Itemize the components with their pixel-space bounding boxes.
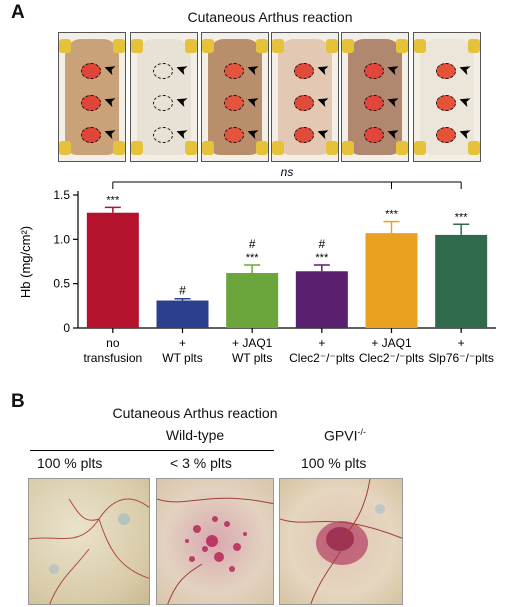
tape-mark xyxy=(59,39,71,53)
bar-2 xyxy=(226,273,279,328)
vessel-lines xyxy=(29,498,149,604)
group-label-gpvi: GPVI-/- xyxy=(324,427,366,444)
injection-spot xyxy=(294,127,314,143)
x-label-line1: + JAQ1 xyxy=(371,336,412,350)
skin-label-3: 100 % plts xyxy=(301,455,367,471)
mouse-photo-no-transfusion: ➤ ➤ ➤ xyxy=(58,32,126,162)
tape-mark xyxy=(113,39,125,53)
tape-mark xyxy=(131,141,143,155)
tape-mark xyxy=(326,141,338,155)
x-label-line1: + xyxy=(318,336,325,350)
skin-image-wt-100 xyxy=(28,478,150,605)
x-label-line1: + xyxy=(458,336,465,350)
x-label-line1: + xyxy=(179,336,186,350)
tape-mark xyxy=(342,141,354,155)
ns-label: ns xyxy=(281,165,294,179)
panel-a-title: Cutaneous Arthus reaction xyxy=(187,9,353,25)
mouse-photo-jaq1-wt: ➤ ➤ ➤ xyxy=(201,32,269,162)
panel-b-title: Cutaneous Arthus reaction xyxy=(112,405,278,421)
hash-marker: # xyxy=(318,237,325,251)
hemorrhage-spots xyxy=(157,497,273,604)
injection-spot xyxy=(224,63,244,79)
tape-mark xyxy=(202,141,214,155)
tape-mark xyxy=(256,39,268,53)
mouse-photo-clec2-plts: ➤ ➤ ➤ xyxy=(271,32,339,162)
bar-0 xyxy=(86,212,139,328)
bar-5 xyxy=(435,234,488,328)
significance-stars: *** xyxy=(246,252,260,264)
group-divider-line xyxy=(30,450,274,451)
tape-mark xyxy=(342,39,354,53)
y-tick-label: 0 xyxy=(63,321,70,335)
injection-spot xyxy=(294,95,314,111)
tape-mark xyxy=(272,141,284,155)
x-label-line2: transfusion xyxy=(83,351,142,365)
injection-spot xyxy=(436,95,456,111)
y-tick-label: 1.0 xyxy=(53,232,70,246)
injection-spot xyxy=(224,95,244,111)
tape-mark xyxy=(326,39,338,53)
tape-mark xyxy=(185,141,197,155)
tape-mark xyxy=(185,39,197,53)
bar-4 xyxy=(365,233,418,328)
tape-mark xyxy=(272,39,284,53)
y-axis-label: Hb (mg/cm²) xyxy=(18,226,33,298)
injection-spot xyxy=(153,127,173,143)
tape-mark xyxy=(131,39,143,53)
y-tick-label: 0.5 xyxy=(53,277,70,291)
tape-mark xyxy=(414,39,426,53)
x-label-line2: Clec2⁻/⁻plts xyxy=(359,351,424,365)
tape-mark xyxy=(468,141,480,155)
injection-spot xyxy=(224,127,244,143)
mouse-photo-wt-plts: ➤ ➤ ➤ xyxy=(130,32,198,162)
y-tick-label: 1.5 xyxy=(53,188,70,202)
x-label-line2: Slp76⁻/⁻plts xyxy=(428,351,493,365)
x-label-line1: + JAQ1 xyxy=(232,336,273,350)
tape-mark xyxy=(113,141,125,155)
injection-spot xyxy=(81,127,101,143)
significance-stars: *** xyxy=(455,211,469,223)
tape-mark xyxy=(468,39,480,53)
tape-mark xyxy=(256,141,268,155)
tape-mark xyxy=(202,39,214,53)
x-label-line2: WT plts xyxy=(232,351,272,365)
injection-spot xyxy=(436,63,456,79)
tape-mark xyxy=(396,39,408,53)
tape-mark xyxy=(59,141,71,155)
hash-marker: # xyxy=(179,284,186,298)
tape-mark xyxy=(396,141,408,155)
bar-1 xyxy=(156,300,209,328)
injection-spot xyxy=(364,63,384,79)
panel-b-letter: B xyxy=(11,391,25,412)
tape-mark xyxy=(414,141,426,155)
mouse-photo-slp76-plts: ➤ ➤ ➤ xyxy=(413,32,481,162)
hash-marker: # xyxy=(249,237,256,251)
significance-stars: *** xyxy=(106,194,120,206)
group-label-wild-type: Wild-type xyxy=(165,427,225,443)
injection-spot xyxy=(364,95,384,111)
hemorrhage-patch xyxy=(280,479,402,604)
x-label-line1: no xyxy=(106,336,120,350)
bar-3 xyxy=(295,271,348,328)
injection-spot xyxy=(436,127,456,143)
skin-label-2: < 3 % plts xyxy=(170,455,232,471)
panel-a-letter: A xyxy=(11,2,25,23)
significance-stars: *** xyxy=(385,209,399,221)
injection-spot xyxy=(81,63,101,79)
injection-spot xyxy=(153,95,173,111)
significance-stars: *** xyxy=(315,252,329,264)
skin-image-wt-3 xyxy=(156,478,274,605)
x-label-line2: WT plts xyxy=(162,351,202,365)
injection-spot xyxy=(364,127,384,143)
x-label-line2: Clec2⁻/⁻plts xyxy=(289,351,354,365)
injection-spot xyxy=(153,63,173,79)
injection-spot xyxy=(294,63,314,79)
skin-image-gpvi-100 xyxy=(279,478,403,605)
skin-label-1: 100 % plts xyxy=(37,455,103,471)
bar-chart: Hb (mg/cm²)00.51.01.5 ***notransfusion#+W… xyxy=(18,165,496,365)
injection-spot xyxy=(81,95,101,111)
mouse-photo-jaq1-clec2: ➤ ➤ ➤ xyxy=(341,32,409,162)
